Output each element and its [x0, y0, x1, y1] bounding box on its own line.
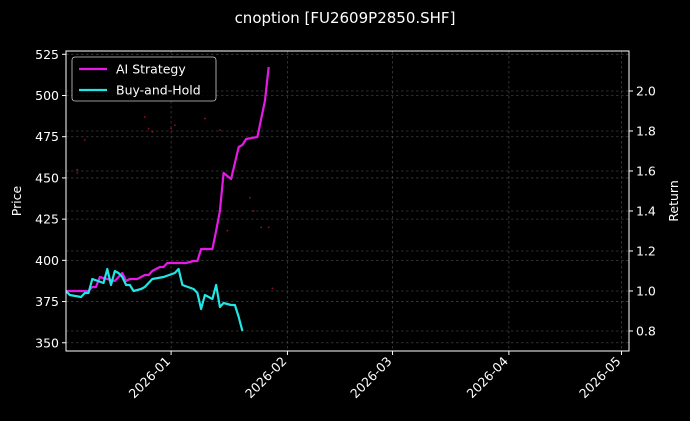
- y2-tick-label: 0.8: [636, 324, 656, 339]
- price-point: [173, 124, 176, 127]
- x-tick-label: 2026-04: [463, 353, 511, 401]
- y-axis-right: 0.8 1.0 1.2 1.4 1.6 1.8 2.0: [629, 84, 656, 339]
- series-line-buy-and-hold: [65, 267, 244, 332]
- price-dots: [76, 116, 274, 290]
- y-tick-label: 450: [35, 170, 59, 185]
- legend-box: [71, 56, 217, 102]
- price-point: [249, 196, 251, 199]
- y-axis-left: 350 375 400 425 450 475 500 525: [35, 47, 66, 350]
- y2-tick-label: 2.0: [636, 84, 656, 99]
- price-point: [143, 116, 146, 118]
- y-tick-label: 425: [35, 212, 59, 227]
- price-point: [252, 209, 255, 212]
- price-point: [76, 168, 79, 171]
- y2-tick-label: 1.2: [636, 244, 656, 259]
- price-point: [271, 287, 274, 290]
- y-tick-label: 525: [35, 47, 59, 62]
- y-tick-label: 475: [35, 129, 59, 144]
- price-point: [170, 127, 172, 130]
- x-tick-label: 2026-05: [576, 354, 624, 402]
- price-point: [76, 172, 79, 174]
- price-point: [147, 127, 150, 130]
- y-tick-label: 375: [35, 294, 59, 309]
- series-lines: [65, 66, 270, 332]
- series-line-ai-strategy: [66, 66, 270, 293]
- legend-label: Buy-and-Hold: [116, 83, 201, 98]
- price-point: [226, 229, 229, 232]
- price-point: [203, 117, 206, 120]
- y2-tick-label: 1.6: [636, 164, 656, 179]
- price-point: [83, 139, 86, 141]
- y2-tick-label: 1.8: [636, 124, 656, 139]
- grid: [66, 51, 629, 351]
- x-tick-label: 2026-01: [126, 354, 174, 402]
- y2-tick-label: 1.0: [636, 284, 656, 299]
- y2-tick-label: 1.4: [636, 204, 656, 219]
- chart-title: cnoption [FU2609P2850.SHF]: [235, 9, 456, 27]
- price-point: [218, 129, 221, 132]
- price-point: [151, 130, 154, 133]
- price-point: [267, 226, 270, 229]
- y-tick-label: 400: [35, 253, 59, 268]
- y-tick-label: 350: [35, 335, 59, 350]
- x-tick-label: 2026-03: [347, 354, 395, 402]
- x-tick-label: 2026-02: [242, 354, 290, 402]
- y-axis-title-right: Return: [666, 180, 681, 221]
- legend: AI Strategy Buy-and-Hold: [71, 56, 217, 102]
- x-axis: 2026-01 2026-02 2026-03 2026-04 2026-05: [126, 351, 624, 401]
- y-tick-label: 500: [35, 88, 59, 103]
- y-axis-title-left: Price: [9, 185, 24, 216]
- price-point: [260, 226, 263, 229]
- plot-frame: [65, 50, 630, 352]
- legend-label: AI Strategy: [116, 62, 186, 77]
